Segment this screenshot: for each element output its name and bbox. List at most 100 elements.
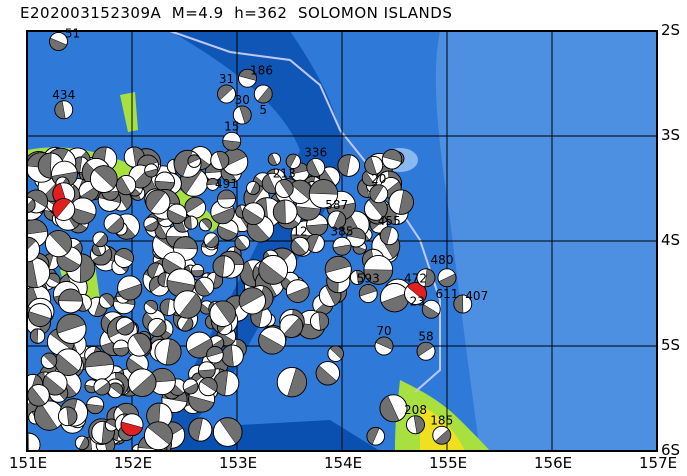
lat-tick-label: 5S bbox=[661, 336, 681, 354]
lon-tick-label: 151E bbox=[9, 454, 48, 472]
focal-mechanism bbox=[89, 165, 118, 193]
focal-mechanism-labeled bbox=[238, 68, 257, 88]
focal-mechanism bbox=[144, 163, 159, 178]
map-title: E202003152309A M=4.9 h=362 SOLOMON ISLAN… bbox=[20, 4, 453, 22]
focal-mechanism-labeled bbox=[453, 294, 473, 314]
event-depth-label: 593 bbox=[357, 272, 380, 286]
focal-mechanism bbox=[117, 275, 143, 301]
focal-mechanism bbox=[145, 189, 171, 215]
event-depth-label: 186 bbox=[250, 63, 273, 77]
focal-mechanism-labeled bbox=[49, 32, 68, 51]
focal-mechanism bbox=[337, 154, 360, 177]
focal-mechanism-labeled bbox=[290, 236, 310, 256]
focal-mechanism bbox=[206, 177, 220, 191]
focal-mechanism bbox=[27, 384, 50, 407]
event-depth-label: 587 bbox=[325, 198, 348, 212]
focal-mechanism bbox=[127, 332, 152, 357]
focal-mechanism bbox=[93, 378, 111, 396]
event-depth-label: 407 bbox=[465, 289, 488, 303]
focal-mechanism-labeled bbox=[379, 226, 399, 246]
focal-mechanism bbox=[103, 213, 125, 234]
lat-tick-label: 6S bbox=[661, 441, 681, 459]
event-depth-label: 20 bbox=[371, 172, 386, 186]
focal-mechanism bbox=[286, 279, 310, 303]
event-depth-label: 491 bbox=[215, 177, 238, 191]
event-depth-label: 70 bbox=[376, 324, 391, 338]
focal-mechanism-highlight bbox=[120, 413, 144, 437]
focal-mechanism bbox=[56, 313, 87, 344]
focal-mechanism bbox=[107, 382, 124, 399]
focal-mechanism bbox=[166, 268, 196, 298]
focal-mechanism bbox=[154, 338, 182, 366]
focal-mechanism bbox=[194, 276, 215, 297]
focal-mechanism-labeled bbox=[222, 131, 242, 151]
lon-tick-label: 152E bbox=[114, 454, 153, 472]
focal-mechanism bbox=[143, 216, 159, 232]
focal-mechanism bbox=[379, 394, 408, 423]
event-depth-label: 434 bbox=[52, 88, 75, 102]
focal-mechanism bbox=[305, 233, 325, 253]
focal-mechanism bbox=[188, 417, 213, 442]
focal-mechanism bbox=[144, 421, 173, 451]
focal-mechanism bbox=[238, 287, 266, 315]
focal-mechanism bbox=[86, 396, 105, 415]
event-depth-label: 480 bbox=[431, 253, 454, 267]
focal-mechanism bbox=[184, 215, 199, 230]
focal-mechanism-labeled bbox=[232, 105, 252, 125]
event-depth-label: 611 bbox=[436, 287, 459, 301]
focal-mechanism bbox=[258, 326, 287, 355]
focal-mechanism bbox=[327, 345, 344, 362]
lon-tick-label: 154E bbox=[324, 454, 363, 472]
focal-mechanism bbox=[173, 290, 202, 319]
focal-mechanism bbox=[190, 264, 205, 278]
focal-mechanism bbox=[324, 255, 352, 283]
focal-mechanism-labeled bbox=[217, 84, 236, 104]
lat-tick-label: 4S bbox=[661, 231, 681, 249]
event-depth-label: 208 bbox=[404, 403, 427, 417]
focal-mechanism-labeled bbox=[416, 341, 436, 361]
focal-mechanism bbox=[184, 196, 207, 219]
focal-mechanism-labeled bbox=[374, 336, 394, 356]
focal-mechanism bbox=[143, 299, 159, 315]
focal-mechanism bbox=[27, 257, 51, 289]
focal-mechanism bbox=[308, 179, 339, 209]
focal-mechanism bbox=[210, 150, 230, 170]
event-depth-label: 15 bbox=[224, 119, 239, 133]
focal-mechanism bbox=[116, 175, 137, 196]
focal-mechanism-highlight bbox=[404, 282, 427, 305]
focal-mechanism bbox=[29, 328, 46, 344]
focal-mechanism bbox=[198, 377, 218, 397]
event-depth-label: 58 bbox=[418, 329, 433, 343]
focal-mechanism bbox=[267, 152, 281, 166]
focal-mechanism-labeled bbox=[358, 284, 378, 303]
focal-mechanism bbox=[380, 283, 410, 313]
focal-mechanism bbox=[159, 298, 178, 316]
focal-mechanism bbox=[74, 435, 90, 451]
focal-mechanism bbox=[310, 311, 330, 331]
focal-mechanism bbox=[28, 303, 52, 327]
event-depth-label: 30 bbox=[235, 93, 250, 107]
plate-boundary bbox=[169, 31, 441, 393]
focal-mechanism-labeled bbox=[327, 210, 347, 230]
event-depth-label: 455 bbox=[378, 214, 401, 228]
focal-mechanism-labeled bbox=[54, 100, 74, 120]
event-depth-label: 5 bbox=[259, 103, 267, 117]
lon-tick-label: 153E bbox=[219, 454, 258, 472]
focal-mechanism bbox=[84, 351, 115, 381]
lon-tick-label: 155E bbox=[429, 454, 468, 472]
focal-mechanism bbox=[98, 293, 115, 309]
focal-mechanism bbox=[315, 361, 340, 386]
focal-mechanism-highlight bbox=[52, 198, 76, 221]
focal-mechanism bbox=[272, 199, 298, 225]
event-depth-label: 472 bbox=[404, 272, 427, 286]
focal-mechanism bbox=[112, 339, 130, 357]
focal-mechanism-labeled bbox=[406, 415, 425, 435]
focal-mechanism bbox=[92, 231, 109, 248]
focal-mechanism bbox=[364, 196, 388, 221]
focal-mechanism bbox=[127, 368, 157, 397]
focal-mechanism bbox=[213, 370, 240, 397]
focal-mechanism bbox=[234, 235, 251, 251]
focal-mechanism bbox=[366, 427, 385, 446]
